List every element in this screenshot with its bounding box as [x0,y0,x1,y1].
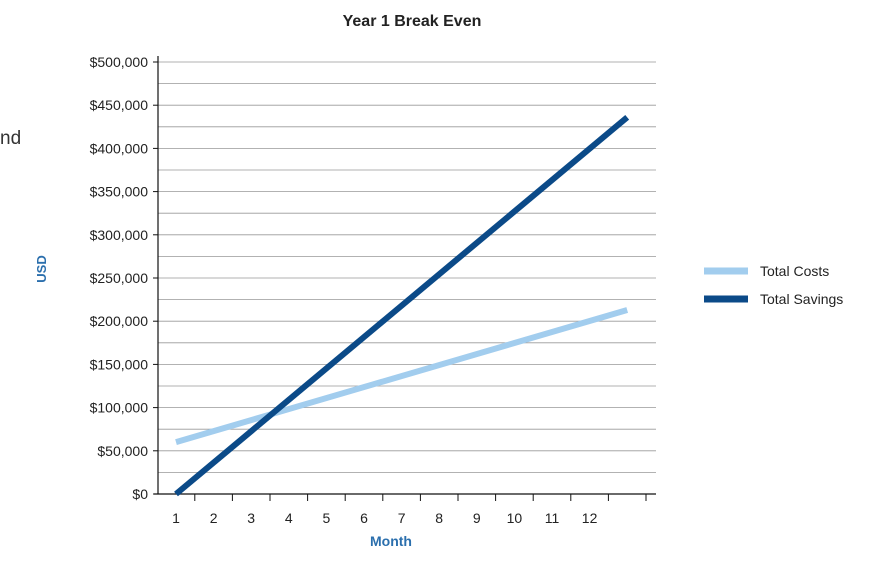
chart-title: Year 1 Break Even [343,13,482,30]
x-tick-label: 4 [285,510,293,526]
y-tick-label: $450,000 [90,97,149,113]
y-tick-label: $250,000 [90,270,149,286]
y-tick-label: $300,000 [90,227,149,243]
x-tick-label: 12 [582,510,598,526]
x-tick-label: 10 [507,510,523,526]
series-lines [174,114,630,497]
x-tick-label: 5 [323,510,331,526]
x-tick-label: 11 [545,510,560,526]
x-tick-label: 2 [210,510,218,526]
y-tick-label: $50,000 [97,443,148,459]
y-tick-label: $350,000 [90,184,149,200]
axes [154,56,656,495]
gridlines [158,61,656,473]
x-tick-label: 8 [435,510,443,526]
x-axis-ticks: 1 2 3 4 5 6 7 8 9 10 11 12 [172,494,647,526]
side-text-fragment: nd [0,128,22,149]
legend-label-total-costs: Total Costs [760,263,829,279]
y-tick-label: $200,000 [90,313,149,329]
x-tick-label: 1 [172,510,180,526]
x-tick-label: 6 [360,510,368,526]
y-tick-label: $0 [132,486,148,502]
y-axis-title: USD [34,255,49,282]
legend-label-total-savings: Total Savings [760,291,843,307]
y-tick-label: $400,000 [90,140,149,156]
x-axis-title: Month [370,533,412,549]
y-tick-label: $500,000 [90,54,149,70]
x-tick-label: 9 [473,510,481,526]
x-tick-label: 7 [398,510,406,526]
legend: Total Costs Total Savings [704,263,843,307]
x-tick-label: 3 [247,510,255,526]
series-line-total-costs [175,307,629,446]
y-tick-label: $100,000 [90,400,149,416]
y-axis-ticks: $0 $50,000 $100,000 $150,000 $200,000 $250,00… [90,54,158,502]
y-tick-label: $150,000 [90,356,149,372]
series-line-total-savings [174,114,630,497]
